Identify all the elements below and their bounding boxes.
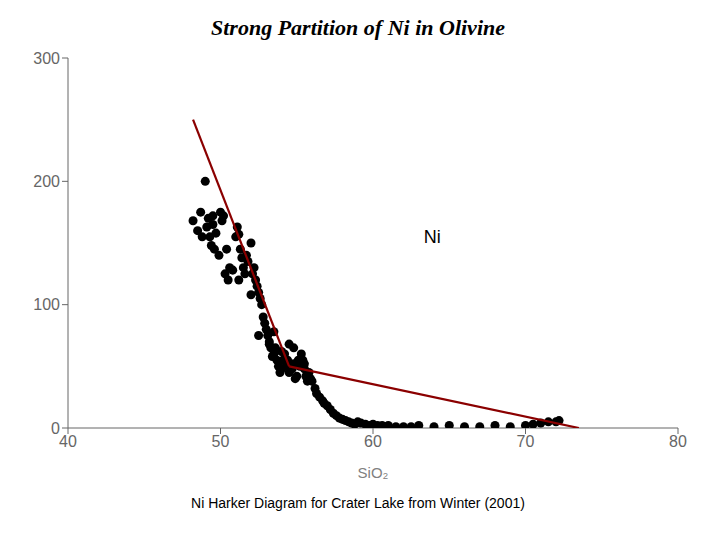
svg-text:100: 100 bbox=[33, 296, 60, 313]
html-text:Strong Partition of Ni in Oliv: Strong Partition of Ni in Olivine bbox=[211, 15, 505, 40]
svg-text:40: 40 bbox=[59, 433, 77, 450]
html-text:Ni Harker Diagram for Crater L: Ni Harker Diagram for Crater Lake from W… bbox=[191, 495, 525, 511]
svg-text:SiO₂: SiO₂ bbox=[358, 464, 389, 481]
svg-text:80: 80 bbox=[669, 433, 687, 450]
svg-text:50: 50 bbox=[212, 433, 230, 450]
svg-text:Ni: Ni bbox=[424, 227, 441, 247]
svg-text:60: 60 bbox=[364, 433, 382, 450]
svg-text:70: 70 bbox=[517, 433, 535, 450]
svg-text:200: 200 bbox=[33, 173, 60, 190]
svg-text:0: 0 bbox=[51, 420, 60, 437]
svg-text:300: 300 bbox=[33, 50, 60, 67]
